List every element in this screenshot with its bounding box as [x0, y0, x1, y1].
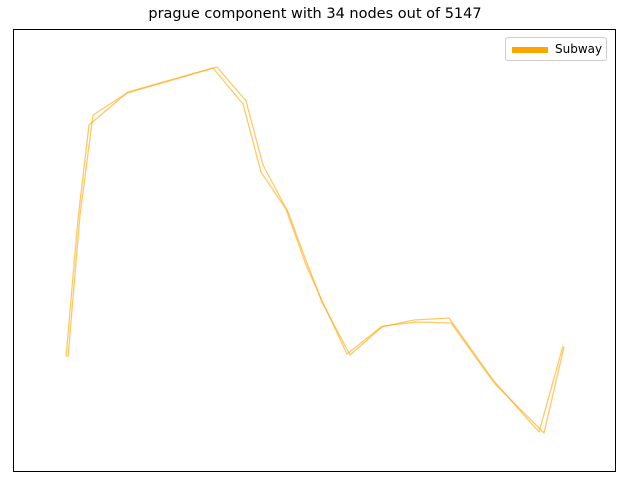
legend-label-subway: Subway — [555, 42, 603, 56]
axes-frame — [13, 29, 616, 472]
legend: Subway — [505, 37, 607, 61]
legend-swatch-subway — [512, 47, 548, 53]
subway-lines — [65, 66, 565, 434]
series-line-subway-0 — [65, 67, 564, 433]
chart-title: prague component with 34 nodes out of 51… — [148, 6, 482, 22]
series-line-subway-1 — [67, 66, 565, 434]
